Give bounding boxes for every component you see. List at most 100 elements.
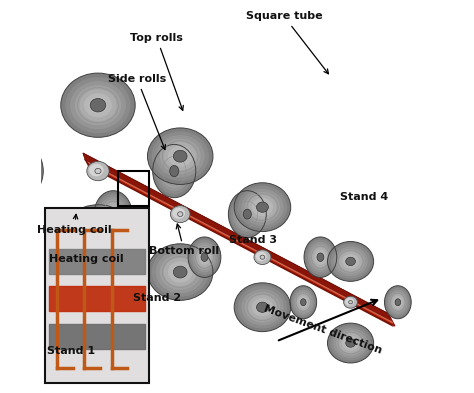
Ellipse shape bbox=[160, 138, 201, 174]
Ellipse shape bbox=[256, 202, 268, 212]
Ellipse shape bbox=[190, 239, 219, 275]
Ellipse shape bbox=[94, 191, 132, 237]
Text: Square tube: Square tube bbox=[246, 11, 328, 74]
Ellipse shape bbox=[394, 298, 401, 307]
Ellipse shape bbox=[104, 202, 123, 226]
Ellipse shape bbox=[234, 183, 291, 231]
Ellipse shape bbox=[155, 251, 205, 293]
Ellipse shape bbox=[344, 296, 357, 308]
Polygon shape bbox=[84, 159, 393, 327]
FancyBboxPatch shape bbox=[45, 208, 149, 382]
Ellipse shape bbox=[11, 158, 33, 184]
Ellipse shape bbox=[79, 89, 117, 121]
Ellipse shape bbox=[336, 331, 365, 356]
Ellipse shape bbox=[65, 209, 130, 265]
Ellipse shape bbox=[101, 200, 125, 229]
Ellipse shape bbox=[391, 294, 404, 310]
Ellipse shape bbox=[312, 247, 328, 267]
Ellipse shape bbox=[345, 298, 354, 305]
Ellipse shape bbox=[168, 145, 192, 167]
Ellipse shape bbox=[396, 300, 400, 304]
Ellipse shape bbox=[166, 161, 182, 181]
Ellipse shape bbox=[173, 208, 185, 219]
Ellipse shape bbox=[255, 301, 270, 313]
Ellipse shape bbox=[260, 255, 265, 259]
Ellipse shape bbox=[70, 81, 126, 129]
Ellipse shape bbox=[298, 296, 308, 309]
Ellipse shape bbox=[328, 242, 374, 281]
Ellipse shape bbox=[89, 164, 103, 176]
Text: Top rolls: Top rolls bbox=[130, 33, 183, 110]
Ellipse shape bbox=[202, 255, 207, 260]
Ellipse shape bbox=[241, 289, 283, 325]
Ellipse shape bbox=[345, 338, 356, 348]
Ellipse shape bbox=[155, 148, 193, 195]
Ellipse shape bbox=[90, 99, 106, 112]
Text: Stand 2: Stand 2 bbox=[133, 293, 181, 303]
Ellipse shape bbox=[176, 152, 184, 160]
Ellipse shape bbox=[93, 101, 103, 109]
Ellipse shape bbox=[333, 328, 368, 358]
Ellipse shape bbox=[152, 247, 209, 297]
Ellipse shape bbox=[330, 244, 371, 279]
Ellipse shape bbox=[198, 250, 210, 265]
Ellipse shape bbox=[106, 205, 120, 223]
Ellipse shape bbox=[111, 211, 116, 217]
Ellipse shape bbox=[245, 292, 280, 323]
Polygon shape bbox=[83, 153, 395, 326]
Ellipse shape bbox=[336, 249, 365, 274]
Ellipse shape bbox=[17, 165, 26, 176]
Ellipse shape bbox=[243, 208, 252, 220]
Ellipse shape bbox=[84, 93, 112, 117]
Ellipse shape bbox=[173, 266, 187, 278]
Ellipse shape bbox=[231, 194, 264, 235]
Ellipse shape bbox=[84, 225, 112, 249]
Ellipse shape bbox=[155, 135, 205, 177]
Ellipse shape bbox=[93, 233, 103, 241]
Ellipse shape bbox=[346, 257, 356, 266]
Ellipse shape bbox=[259, 204, 266, 210]
Ellipse shape bbox=[243, 209, 251, 219]
Ellipse shape bbox=[333, 246, 368, 276]
Ellipse shape bbox=[201, 253, 208, 261]
Ellipse shape bbox=[0, 144, 43, 198]
Ellipse shape bbox=[89, 229, 107, 245]
Ellipse shape bbox=[245, 211, 250, 217]
Ellipse shape bbox=[236, 200, 259, 229]
Ellipse shape bbox=[386, 288, 410, 317]
Ellipse shape bbox=[158, 151, 191, 191]
Ellipse shape bbox=[173, 150, 187, 162]
Ellipse shape bbox=[290, 286, 317, 319]
Ellipse shape bbox=[161, 154, 188, 188]
Ellipse shape bbox=[19, 168, 24, 174]
Ellipse shape bbox=[172, 168, 177, 174]
Ellipse shape bbox=[79, 221, 117, 253]
Ellipse shape bbox=[306, 239, 335, 275]
Ellipse shape bbox=[245, 192, 280, 222]
Text: Movement direction: Movement direction bbox=[263, 303, 383, 356]
Text: Stand 1: Stand 1 bbox=[46, 346, 95, 356]
Ellipse shape bbox=[194, 244, 215, 270]
Ellipse shape bbox=[238, 186, 287, 228]
Ellipse shape bbox=[172, 265, 188, 279]
Ellipse shape bbox=[308, 242, 333, 272]
Ellipse shape bbox=[176, 268, 184, 275]
Ellipse shape bbox=[16, 164, 27, 178]
Ellipse shape bbox=[89, 97, 107, 113]
Ellipse shape bbox=[349, 301, 353, 304]
Text: Bottom roll: Bottom roll bbox=[149, 224, 219, 256]
Ellipse shape bbox=[293, 290, 313, 315]
Ellipse shape bbox=[75, 85, 121, 125]
Ellipse shape bbox=[252, 298, 273, 316]
Ellipse shape bbox=[252, 198, 273, 216]
Ellipse shape bbox=[295, 292, 311, 312]
Ellipse shape bbox=[65, 77, 130, 133]
Ellipse shape bbox=[90, 230, 106, 244]
Ellipse shape bbox=[348, 259, 354, 264]
Ellipse shape bbox=[342, 336, 359, 351]
Ellipse shape bbox=[342, 254, 359, 269]
Ellipse shape bbox=[87, 162, 109, 181]
Ellipse shape bbox=[164, 142, 197, 170]
Ellipse shape bbox=[164, 158, 185, 184]
Ellipse shape bbox=[238, 286, 287, 329]
